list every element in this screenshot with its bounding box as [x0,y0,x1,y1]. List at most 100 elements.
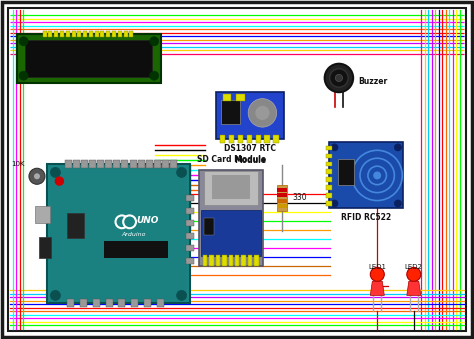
Bar [338,159,355,185]
Circle shape [407,267,421,281]
Circle shape [19,71,28,80]
Polygon shape [370,281,384,295]
Bar [327,162,332,166]
Bar [77,31,82,37]
Bar [65,160,73,168]
Bar [246,135,252,143]
Bar [186,258,193,263]
Bar [60,31,64,37]
Circle shape [50,167,60,177]
Circle shape [335,75,343,82]
Bar [222,255,227,266]
Bar [221,100,240,124]
Bar [129,31,133,37]
Circle shape [325,64,353,92]
Bar [25,40,153,77]
Bar [131,299,138,307]
Circle shape [123,215,136,228]
Circle shape [150,37,159,46]
Circle shape [29,168,45,184]
Bar [106,299,113,307]
Bar [327,201,332,206]
Circle shape [55,177,64,185]
Bar [72,31,75,37]
Text: UNO: UNO [137,216,159,225]
Bar [104,241,168,258]
Bar [273,135,279,143]
Bar [98,160,104,168]
Bar [50,167,187,300]
Circle shape [331,200,338,207]
Circle shape [373,172,381,179]
Bar [203,255,208,266]
Bar [144,299,151,307]
Bar [186,233,193,239]
Bar [154,160,161,168]
Bar [216,255,220,266]
Bar [186,195,193,201]
Bar [277,204,287,208]
Bar [67,299,74,307]
Text: LED2: LED2 [405,264,423,271]
Bar [186,207,193,214]
Bar [43,31,46,37]
Bar [212,175,250,199]
Bar [80,299,87,307]
Bar [327,185,332,190]
Text: Buzzer: Buzzer [358,78,387,86]
Bar [186,245,193,251]
Bar [327,146,332,150]
Bar [204,218,214,235]
Bar [204,172,258,205]
Bar [157,299,164,307]
Bar [36,206,50,223]
Bar [121,160,128,168]
Circle shape [370,267,384,281]
Bar [229,135,234,143]
Bar [146,160,153,168]
Bar [327,177,332,182]
Bar [106,31,110,37]
Bar [106,160,112,168]
Text: LED1: LED1 [368,264,386,271]
Bar [17,34,161,83]
Circle shape [329,69,348,87]
Bar [162,160,169,168]
Bar [95,31,99,37]
Bar [327,154,332,158]
Bar [201,210,261,257]
Circle shape [116,215,128,228]
Bar [90,160,96,168]
Bar [73,160,81,168]
Bar [137,160,145,168]
Bar [199,170,263,266]
Bar [237,135,243,143]
Bar [66,31,70,37]
Circle shape [394,200,401,207]
Bar [93,299,100,307]
Circle shape [255,106,270,120]
Text: DS1307 RTC
Module: DS1307 RTC Module [224,144,276,165]
Bar [277,188,287,192]
Bar [327,193,332,198]
Bar [277,199,287,203]
Circle shape [331,144,338,151]
Bar [100,31,104,37]
Bar [264,135,270,143]
Circle shape [177,167,187,177]
Bar [235,255,239,266]
Bar [54,31,58,37]
Bar [255,135,261,143]
Bar [113,160,120,168]
Circle shape [150,71,159,80]
Bar [241,255,246,266]
Bar [67,213,84,238]
Circle shape [50,291,60,300]
Bar [129,160,137,168]
Bar [89,31,93,37]
Bar [216,92,284,139]
Bar [277,185,287,211]
Bar [329,142,403,208]
Bar [39,237,51,258]
Circle shape [177,291,187,300]
